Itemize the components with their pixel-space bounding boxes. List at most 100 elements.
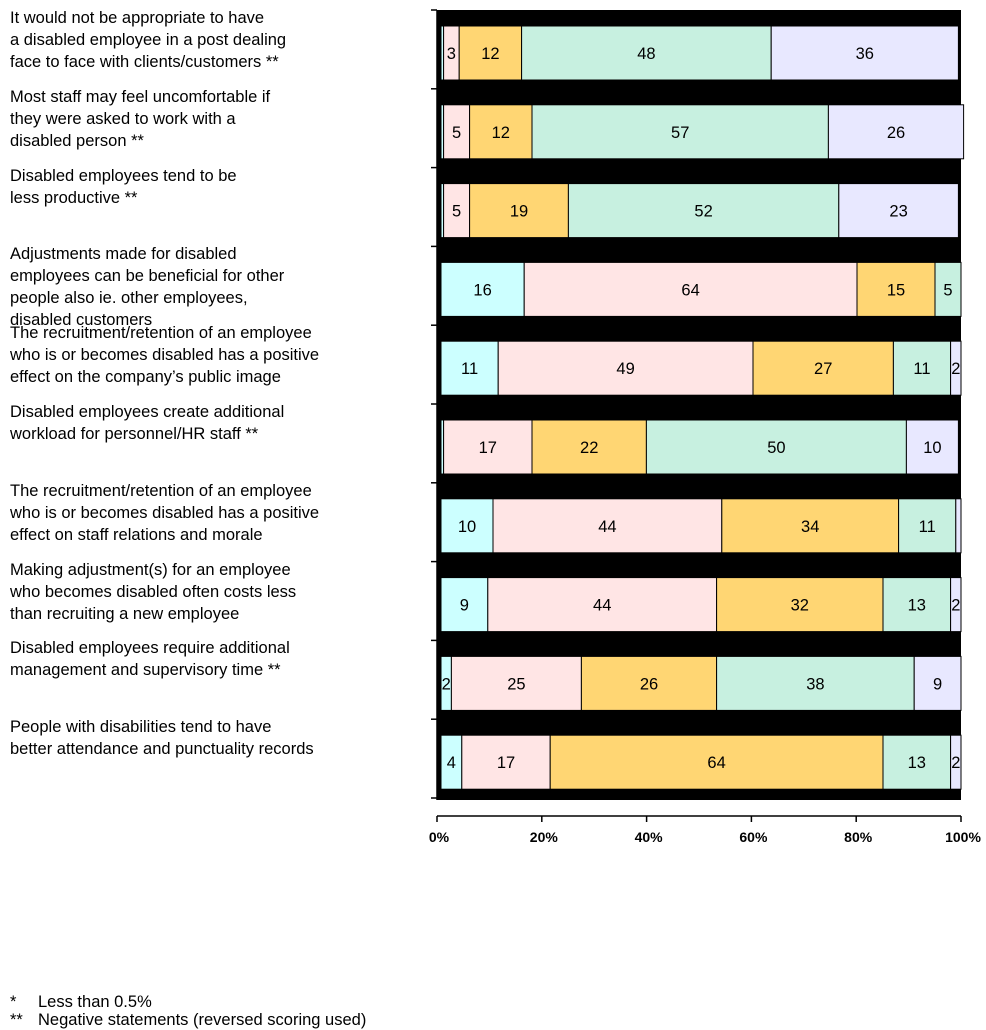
bar-segment: [531, 104, 829, 160]
statement-line: Disabled employees tend to be: [10, 166, 237, 185]
bar-segment: [721, 498, 900, 554]
statement-line: management and supervisory time **: [10, 661, 281, 680]
bar-segment: [531, 419, 647, 475]
data-label: 4: [447, 754, 456, 772]
statement-line: effect on staff relations and morale: [10, 525, 263, 544]
footnote-mark: **: [10, 1011, 23, 1029]
data-label: 5: [452, 124, 461, 142]
data-label: 3: [447, 45, 456, 63]
statement-label: The recruitment/retention of an employee…: [10, 322, 420, 388]
data-label: 19: [510, 203, 528, 221]
bar-segment: [469, 104, 533, 160]
data-label: 5: [452, 203, 461, 221]
bar-segment: [950, 734, 962, 790]
statement-line: people also ie. other employees,: [10, 289, 248, 308]
bar-segment: [898, 498, 957, 554]
footnote-negative: ** Negative statements (reversed scoring …: [10, 1010, 366, 1030]
bar-segment: [443, 183, 471, 239]
bar-segment: [523, 261, 858, 317]
statement-label: Disabled employees create additional work…: [10, 401, 420, 445]
statement-line: Adjustments made for disabled: [10, 245, 237, 264]
bar-segment: [549, 734, 884, 790]
statement-line: Disabled employees require additional: [10, 639, 290, 658]
bar-row: 5 12 57 26: [440, 104, 965, 160]
bar-segment: [716, 655, 915, 711]
bar-segment: [838, 183, 959, 239]
statement-line: who is or becomes disabled has a positiv…: [10, 346, 320, 365]
bar-segment: [934, 261, 962, 317]
statement-line: effect on the company’s public image: [10, 368, 281, 387]
statement-label: It would not be appropriate to have a dis…: [10, 7, 420, 73]
x-tick-label: 40%: [635, 829, 664, 845]
statement-line: Disabled employees create additional: [10, 403, 285, 421]
bar-row: 10 44 34 11: [440, 498, 962, 554]
bar-segment: [521, 25, 772, 81]
bar-segment: [752, 340, 894, 396]
statement-line: who is or becomes disabled has a positiv…: [10, 503, 320, 522]
data-label: 44: [593, 597, 611, 615]
statement-label: Adjustments made for disabled employees c…: [10, 243, 420, 331]
bar-row: 16 64 15 5: [440, 261, 962, 317]
data-label: 15: [887, 281, 905, 299]
statement-label: Disabled employees tend to be less produc…: [10, 165, 420, 209]
statement-label: Making adjustment(s) for an employee who …: [10, 559, 420, 625]
statement-line: than recruiting a new employee: [10, 604, 240, 623]
footnote-less-than: * Less than 0.5%: [10, 992, 152, 1012]
data-label: 2: [951, 597, 960, 615]
data-label: 22: [580, 439, 598, 457]
bar-segment: [461, 734, 551, 790]
data-label: 64: [681, 281, 699, 299]
bar-segment: [567, 183, 840, 239]
x-tick-label: 80%: [844, 829, 873, 845]
data-label: 26: [887, 124, 905, 142]
bar-row: 4 17 64 13 2: [440, 734, 962, 790]
data-label: 64: [707, 754, 725, 772]
statement-label: Most staff may feel uncomfortable if they…: [10, 86, 420, 152]
data-label: 36: [856, 45, 874, 63]
statement-line: workload for personnel/HR staff **: [10, 425, 259, 443]
statement-label: Disabled employees require additional man…: [10, 637, 420, 681]
footnote-mark: *: [10, 993, 17, 1011]
data-label: 11: [913, 360, 930, 378]
data-label: 49: [616, 360, 634, 378]
data-label: 11: [919, 518, 936, 536]
statement-line: People with disabilities tend to have: [10, 718, 272, 737]
statement-line: better attendance and punctuality record…: [10, 740, 314, 759]
data-label: 52: [694, 203, 712, 221]
statement-line: disabled person **: [10, 131, 144, 150]
bar-segment: [913, 655, 962, 711]
data-label: 9: [933, 675, 942, 693]
statement-line: less productive **: [10, 188, 138, 207]
data-label: 11: [461, 360, 478, 378]
statement-label: The recruitment/retention of an employee…: [10, 480, 420, 546]
bar-segment: [645, 419, 907, 475]
bar-segment: [487, 577, 718, 633]
statement-label: People with disabilities tend to have bet…: [10, 716, 420, 760]
bar-segment: [955, 498, 962, 554]
bar-row: 9 44 32 13 2: [440, 577, 962, 633]
statement-line: It would not be appropriate to have: [10, 9, 265, 27]
statement-line: who becomes disabled often costs less: [10, 582, 297, 601]
data-label: 10: [923, 439, 941, 457]
statement-line: The recruitment/retention of an employee: [10, 324, 312, 343]
footnote-text: Less than 0.5%: [38, 993, 152, 1011]
data-label: 17: [479, 439, 497, 457]
data-label: 44: [598, 518, 616, 536]
statement-line: a disabled employee in a post dealing: [10, 31, 287, 49]
bar-segment: [950, 340, 962, 396]
data-label: 38: [806, 675, 824, 693]
data-label: 2: [951, 754, 960, 772]
bar-segment: [440, 261, 525, 317]
statement-line: they were asked to work with a: [10, 109, 236, 128]
bar-row: 5 19 52 23: [440, 183, 959, 239]
data-label: 2: [442, 675, 451, 693]
bar-segment: [440, 340, 499, 396]
data-label: 25: [507, 675, 525, 693]
statement-line: Most staff may feel uncomfortable if: [10, 87, 271, 106]
statement-line: Making adjustment(s) for an employee: [10, 560, 291, 579]
bar-row: 17 22 50 10: [440, 419, 959, 475]
bar-segment: [856, 261, 936, 317]
data-label: 12: [481, 45, 499, 63]
bar-segment: [905, 419, 959, 475]
